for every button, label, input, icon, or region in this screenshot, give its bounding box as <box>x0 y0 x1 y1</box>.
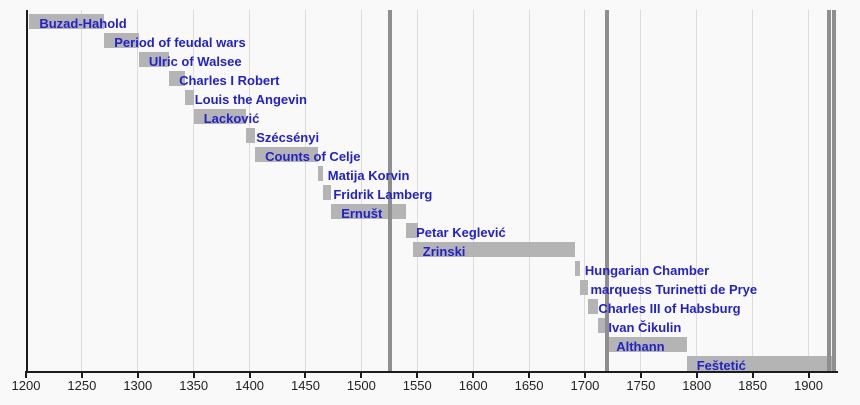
timeline-bar <box>331 204 407 219</box>
axis-tick-label: 1500 <box>346 378 376 393</box>
timeline-bar-label[interactable]: Charles III of Habsburg <box>598 301 741 316</box>
axis-tick-label: 1600 <box>458 378 488 393</box>
timeline-bar-label[interactable]: Fridrik Lamberg <box>333 187 433 202</box>
event-marker-line <box>832 10 837 371</box>
gridline <box>249 10 251 371</box>
gridline <box>752 10 754 371</box>
axis-tick <box>416 373 419 378</box>
timeline-bar-label[interactable]: Ivan Čikulin <box>608 320 682 335</box>
axis-tick-label: 1650 <box>514 378 544 393</box>
timeline-bar <box>588 299 599 314</box>
gridline <box>472 10 474 371</box>
axis-tick <box>80 373 83 378</box>
timeline-bar-label[interactable]: marquess Turinetti de Prye <box>590 282 758 297</box>
timeline-bar <box>138 52 170 67</box>
timeline-bar <box>169 71 185 86</box>
axis-tick <box>751 373 754 378</box>
timeline-bar <box>29 14 105 29</box>
event-marker-line <box>388 10 393 371</box>
timeline-bar-label[interactable]: Ernušt <box>341 206 383 221</box>
timeline-bar-label[interactable]: Period of feudal wars <box>114 35 246 50</box>
axis-tick <box>807 373 810 378</box>
gridline <box>81 10 83 371</box>
axis-tick-label: 1250 <box>67 378 97 393</box>
axis-tick-label: 1300 <box>123 378 153 393</box>
axis-tick <box>472 373 475 378</box>
axis-tick-label: 1900 <box>794 378 823 393</box>
gridline <box>584 10 586 371</box>
axis-tick-label: 1550 <box>402 378 432 393</box>
event-marker-line <box>826 10 831 371</box>
gridline <box>304 10 306 371</box>
axis-tick-label: 1450 <box>291 378 320 393</box>
gridline <box>360 10 362 371</box>
axis-tick <box>192 373 195 378</box>
axis-tick <box>695 373 698 378</box>
gridline <box>416 10 418 371</box>
y-axis-line <box>25 10 28 373</box>
timeline-bar <box>255 147 318 162</box>
event-marker-line <box>605 10 610 371</box>
timeline-bar-label[interactable]: Feštetić <box>696 358 746 373</box>
timeline-bar-label[interactable]: Ulric of Walsee <box>148 54 242 69</box>
axis-tick <box>639 373 642 378</box>
axis-tick-label: 1400 <box>235 378 265 393</box>
axis-tick <box>583 373 586 378</box>
gridline <box>640 10 642 371</box>
timeline-bar-label[interactable]: Matija Korvin <box>327 168 410 183</box>
timeline-bar-label[interactable]: Szécsényi <box>256 130 320 145</box>
axis-tick <box>25 373 27 378</box>
axis-tick <box>248 373 251 378</box>
timeline-bar <box>323 185 332 200</box>
timeline-bar <box>598 318 607 333</box>
axis-tick <box>528 373 531 378</box>
timeline-bar <box>193 109 247 124</box>
gridline <box>193 10 195 371</box>
timeline-bar-label[interactable]: Charles I Robert <box>179 73 280 88</box>
timeline-bar-label[interactable]: Lacković <box>203 111 260 126</box>
timeline-bar-label[interactable]: Zrinski <box>422 244 466 259</box>
timeline-bar <box>246 128 256 143</box>
axis-tick-label: 1800 <box>682 378 712 393</box>
axis-tick-label: 1700 <box>570 378 600 393</box>
axis-tick-label: 1200 <box>11 378 41 393</box>
timeline-bar <box>606 337 687 352</box>
timeline-bar-label[interactable]: Althann <box>616 339 665 354</box>
timeline-bar <box>184 90 194 105</box>
x-axis-line <box>25 371 838 373</box>
timeline-bar-label[interactable]: Hungarian Chamber <box>584 263 710 278</box>
gridline <box>137 10 139 371</box>
timeline-bar <box>574 261 581 276</box>
timeline-bar-label[interactable]: Counts of Celje <box>265 149 361 164</box>
gridline <box>808 10 810 371</box>
timeline-bar-label[interactable]: Petar Keglević <box>416 225 506 240</box>
axis-tick-label: 1850 <box>738 378 768 393</box>
timeline-bar <box>412 242 575 257</box>
timeline-bar <box>317 166 324 181</box>
timeline-bar <box>104 33 139 48</box>
gridline <box>528 10 530 371</box>
timeline-bar <box>406 223 419 238</box>
timeline-bar-label[interactable]: Buzad-Hahold <box>39 16 127 31</box>
timeline-bar <box>686 356 835 371</box>
gridline <box>696 10 698 371</box>
axis-tick <box>136 373 139 378</box>
axis-tick <box>360 373 363 378</box>
axis-tick-label: 1350 <box>179 378 209 393</box>
axis-tick-label: 1750 <box>626 378 656 393</box>
timeline-bar-label[interactable]: Louis the Angevin <box>194 92 307 107</box>
axis-tick <box>304 373 307 378</box>
timeline-bar <box>580 280 589 295</box>
